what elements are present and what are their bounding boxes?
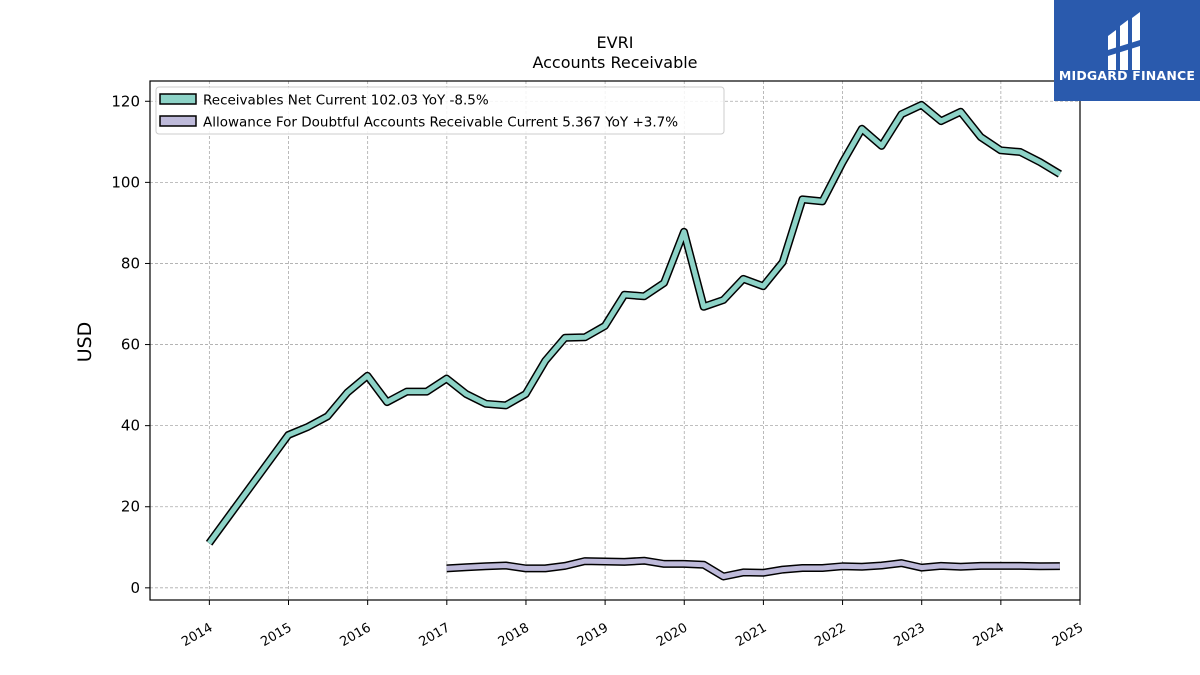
x-tick-label: 2022 [812, 620, 848, 650]
x-tick-label: 2023 [892, 620, 928, 650]
brand-logo: MIDGARD FINANCE [1054, 0, 1200, 101]
legend-label-receivables: Receivables Net Current 102.03 YoY -8.5% [203, 93, 489, 109]
y-tick-label: 20 [121, 498, 140, 516]
series-line [207, 102, 1062, 545]
x-tick-label: 2020 [654, 620, 690, 650]
logo-mark-icon [1108, 12, 1140, 70]
legend-swatch-allowance [159, 115, 197, 127]
x-tick-label: 2015 [258, 620, 294, 650]
x-tick-label: 2025 [1050, 620, 1086, 650]
y-tick-label: 60 [121, 336, 140, 354]
y-tick-label: 40 [121, 417, 140, 435]
x-tick-label: 2019 [575, 620, 611, 650]
x-tick-label: 2021 [733, 620, 769, 650]
x-tick-label: 2016 [337, 620, 373, 650]
y-tick-label: 0 [130, 579, 140, 597]
x-tick-label: 2014 [179, 620, 215, 650]
x-tick-label: 2017 [417, 620, 453, 650]
legend-label-allowance: Allowance For Doubtful Accounts Receivab… [203, 115, 678, 131]
y-tick-label: 80 [121, 254, 140, 272]
brand-name: MIDGARD FINANCE [1059, 68, 1195, 83]
x-tick-label: 2024 [971, 620, 1007, 650]
plot-frame [149, 80, 1081, 601]
series-receivables-net-current [205, 100, 1062, 546]
x-tick-label: 2018 [496, 620, 532, 650]
chart-title: EVRI [597, 33, 634, 52]
legend: Receivables Net Current 102.03 YoY -8.5%… [155, 86, 725, 135]
y-tick-label: 120 [111, 92, 140, 110]
grid [150, 81, 1081, 600]
y-tick-label: 100 [111, 173, 140, 191]
y-axis-label: USD [74, 322, 96, 363]
series-line-outline [205, 100, 1062, 546]
legend-box [155, 86, 725, 135]
legend-swatch-receivables [159, 93, 197, 105]
series-line [446, 558, 1060, 579]
series-allowance-doubtful-accounts [446, 556, 1060, 581]
series-layer [205, 100, 1062, 581]
chart-subtitle: Accounts Receivable [532, 53, 697, 72]
